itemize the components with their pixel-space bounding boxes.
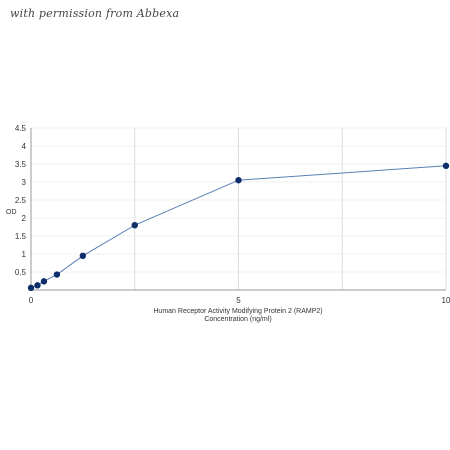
data-point [53, 271, 61, 278]
data-series [27, 162, 450, 292]
x-tick-label: 10 [442, 296, 450, 305]
data-point [442, 162, 450, 169]
x-tick-label: 5 [236, 296, 241, 305]
y-tick-label: 2.5 [15, 196, 27, 205]
x-tick-label: 0 [29, 296, 34, 305]
y-tick-label: 3.5 [15, 160, 27, 169]
axes [30, 128, 446, 291]
data-point [131, 222, 138, 229]
y-tick-label: 4 [22, 142, 27, 151]
y-tick-labels: 0.5 1 1.5 2 2.5 3 3.5 4 4.5 [15, 124, 27, 277]
y-tick-label: 1 [22, 250, 27, 259]
data-point [34, 282, 41, 289]
x-axis-label-line-1: Human Receptor Activity Modifying Protei… [153, 308, 322, 315]
x-tick-labels: 0 5 10 [29, 296, 450, 305]
watermark-text: with permission from Abbexa [10, 7, 180, 20]
y-tick-label: 3 [22, 178, 27, 187]
y-tick-label: 4.5 [15, 124, 27, 133]
y-tick-label: 1.5 [15, 232, 27, 241]
data-point [40, 278, 48, 285]
x-axis-label-line-2: Concentration (ng/ml) [204, 316, 271, 323]
y-axis-label: OD [6, 209, 17, 216]
y-tick-label: 0.5 [15, 268, 27, 277]
data-point [27, 284, 35, 292]
y-tick-label: 2 [22, 214, 27, 223]
data-point [79, 252, 87, 259]
grid-lines [31, 127, 447, 290]
data-point [235, 177, 242, 184]
